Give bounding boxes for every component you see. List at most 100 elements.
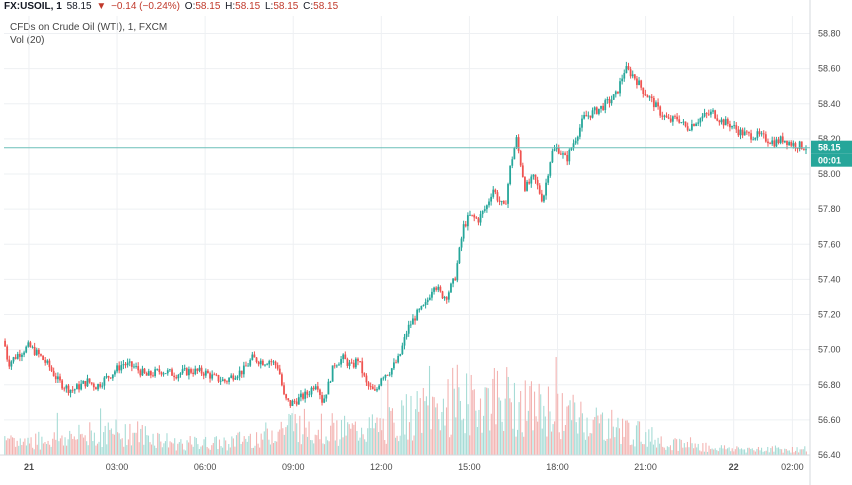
price-candle-body	[371, 386, 374, 390]
volume-bar	[394, 437, 397, 455]
price-candle-body	[149, 371, 152, 376]
price-candle-body	[143, 368, 146, 374]
volume-bar	[523, 436, 525, 455]
last-price: 58.15	[66, 1, 92, 12]
volume-bar	[399, 435, 401, 455]
volume-bar	[49, 444, 51, 455]
volume-bar	[654, 439, 656, 455]
volume-bar	[87, 445, 89, 455]
volume-bar	[272, 442, 275, 455]
volume-bar	[252, 447, 255, 455]
volume-bar	[4, 436, 6, 455]
volume-bar	[756, 448, 758, 455]
volume-bar	[416, 391, 418, 455]
volume-bar	[799, 449, 801, 455]
price-candle-body	[31, 346, 34, 348]
volume-bar	[677, 450, 679, 455]
volume-bar	[787, 450, 789, 455]
volume-bar	[605, 440, 607, 455]
volume-bar	[501, 421, 503, 455]
volume-bar	[158, 433, 160, 455]
volume-bar	[601, 412, 604, 455]
price-candle-body	[240, 370, 243, 375]
price-candle-body	[346, 359, 349, 366]
y-tick-label: 58.80	[818, 29, 841, 39]
price-candle-body	[145, 373, 148, 376]
symbol-header: FX:USOIL, 1 58.15 ▼ −0.14 (−0.24%) O:58.…	[4, 0, 340, 14]
volume-bar	[378, 432, 380, 455]
volume-bar	[533, 391, 536, 455]
price-candle-body	[509, 165, 512, 185]
price-candle-body	[166, 370, 169, 374]
volume-bar	[52, 438, 54, 455]
volume-bar	[595, 407, 597, 455]
volume-bar	[365, 441, 367, 455]
volume-bar	[538, 383, 540, 455]
volume-indicator-label[interactable]: Vol (20)	[10, 35, 45, 46]
volume-bar	[70, 433, 72, 455]
price-candle-body	[200, 367, 203, 374]
volume-bar	[282, 428, 284, 455]
volume-bar	[92, 441, 94, 455]
price-candle-body	[118, 365, 121, 371]
price-candle-body	[519, 150, 522, 166]
y-tick-label: 56.80	[818, 380, 841, 390]
volume-bar	[8, 438, 11, 455]
price-candle-body	[10, 361, 13, 367]
volume-bar	[759, 450, 761, 455]
price-candle-body	[268, 361, 271, 365]
price-candle-body	[735, 125, 738, 130]
volume-bar	[730, 451, 732, 455]
volume-bar	[163, 443, 165, 455]
volume-bar	[475, 410, 477, 455]
price-candle-body	[418, 309, 421, 311]
price-candle-body	[340, 359, 342, 365]
price-candle-body	[566, 154, 569, 162]
y-tick-label: 58.60	[818, 64, 841, 74]
symbol-name[interactable]: FX:USOIL, 1	[4, 1, 62, 12]
volume-bar	[450, 434, 452, 455]
volume-bar	[555, 357, 557, 455]
price-candle-body	[726, 119, 729, 124]
volume-bar	[161, 447, 163, 455]
volume-bar	[419, 398, 421, 455]
volume-bar	[262, 439, 264, 455]
price-candle-body	[796, 148, 799, 150]
volume-bar	[408, 422, 410, 455]
volume-bar	[571, 420, 573, 455]
price-candle-body	[147, 371, 150, 376]
volume-bar	[640, 441, 642, 455]
volume-bar	[422, 387, 424, 455]
volume-bar	[586, 417, 588, 455]
price-candle-body	[648, 96, 651, 98]
volume-bar	[390, 410, 392, 455]
price-candle-body	[242, 365, 245, 375]
price-candle-body	[462, 224, 465, 239]
price-candle-body	[460, 238, 463, 248]
volume-bar	[183, 449, 185, 455]
volume-bar	[481, 432, 483, 455]
volume-bar	[379, 418, 381, 455]
price-candle-body	[718, 120, 721, 123]
price-candle-body	[48, 360, 51, 368]
volume-bar	[693, 448, 695, 455]
close-value: 58.15	[313, 1, 339, 12]
price-candle-body	[18, 353, 21, 357]
volume-bar	[129, 423, 131, 455]
volume-bar	[711, 448, 713, 455]
price-candle-body	[234, 378, 237, 380]
low-value: 58.15	[273, 1, 299, 12]
volume-bar	[716, 450, 718, 455]
price-candle-body	[447, 292, 450, 300]
volume-bar	[374, 422, 377, 455]
volume-bar	[469, 435, 471, 455]
volume-bar	[300, 444, 302, 455]
price-candle-body	[559, 153, 562, 155]
price-candle-body	[344, 354, 347, 360]
volume-bar	[674, 438, 676, 455]
volume-bar	[719, 447, 721, 455]
price-candle-body	[712, 110, 714, 112]
volume-bar	[432, 396, 434, 455]
volume-bar	[10, 435, 12, 455]
